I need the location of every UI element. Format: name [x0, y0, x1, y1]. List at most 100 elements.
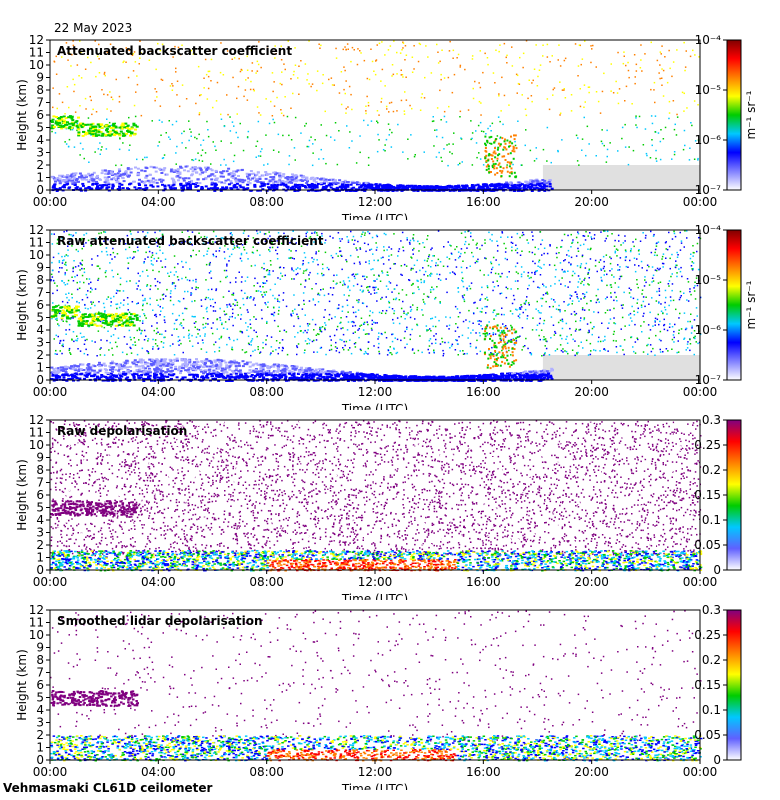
colorbar-tick-label: 0.05: [694, 728, 721, 742]
x-tick-label: 16:00: [466, 765, 501, 779]
colorbar-tick-label: 0.2: [702, 653, 721, 667]
y-tick-label: 3: [36, 716, 44, 730]
colorbar-tick-label: 10⁻⁶: [695, 133, 722, 147]
y-tick-label: 6: [36, 488, 44, 502]
y-tick-label: 12: [29, 413, 44, 427]
y-tick-label: 5: [36, 691, 44, 705]
colorbar-tick-label: 10⁻⁷: [695, 183, 722, 197]
chart-panel-1: Attenuated backscatter coefficient012345…: [15, 33, 758, 220]
y-tick-label: 2: [36, 158, 44, 172]
colorbar-tick-label: 0: [713, 753, 721, 767]
x-axis-label: Time (UTC): [341, 212, 408, 220]
x-tick-label: 12:00: [358, 765, 393, 779]
chart-panel-2: Raw attenuated backscatter coefficient01…: [15, 223, 758, 410]
y-axis-label: Height (km): [15, 649, 29, 720]
y-tick-label: 6: [36, 298, 44, 312]
heatmap-plot: [49, 229, 702, 382]
y-tick-label: 7: [36, 666, 44, 680]
x-tick-label: 20:00: [574, 765, 609, 779]
y-tick-label: 9: [36, 451, 44, 465]
x-tick-label: 20:00: [574, 195, 609, 209]
y-tick-label: 1: [36, 551, 44, 565]
colorbar: 0 0.05 0.1 0.15 0.2 0.25 0.3: [694, 603, 742, 767]
y-tick-label: 12: [29, 603, 44, 617]
colorbar-unit-label: m⁻¹ sr⁻¹: [744, 90, 758, 139]
y-tick-label: 5: [36, 311, 44, 325]
y-tick-label: 1: [36, 171, 44, 185]
y-tick-label: 7: [36, 286, 44, 300]
x-tick-label: 00:00: [683, 765, 718, 779]
colorbar-tick-label: 0.3: [702, 603, 721, 617]
x-tick-label: 12:00: [358, 385, 393, 399]
colorbar-tick-label: 0.15: [694, 678, 721, 692]
x-tick-label: 00:00: [683, 575, 718, 589]
y-tick-label: 0: [36, 753, 44, 767]
y-tick-label: 0: [36, 563, 44, 577]
y-tick-label: 5: [36, 121, 44, 135]
chart-title: Attenuated backscatter coefficient: [57, 44, 292, 58]
y-tick-label: 12: [29, 33, 44, 47]
x-tick-label: 00:00: [33, 765, 68, 779]
chart-title: Smoothed lidar depolarisation: [57, 614, 263, 628]
y-tick-label: 3: [36, 336, 44, 350]
x-tick-label: 00:00: [683, 385, 718, 399]
colorbar-tick-label: 0.2: [702, 463, 721, 477]
x-axis-label: Time (UTC): [341, 402, 408, 410]
y-tick-label: 9: [36, 261, 44, 275]
x-tick-label: 08:00: [249, 385, 284, 399]
x-tick-label: 00:00: [33, 195, 68, 209]
chart-title: Raw attenuated backscatter coefficient: [57, 234, 324, 248]
colorbar-tick-label: 0.1: [702, 513, 721, 527]
y-tick-label: 11: [29, 426, 44, 440]
y-tick-label: 9: [36, 641, 44, 655]
y-tick-label: 7: [36, 476, 44, 490]
heatmap-plot: [49, 419, 703, 572]
x-tick-label: 20:00: [574, 385, 609, 399]
y-tick-label: 6: [36, 108, 44, 122]
x-tick-label: 16:00: [466, 575, 501, 589]
colorbar-tick-label: 0.3: [702, 413, 721, 427]
instrument-label: Vehmasmaki CL61D ceilometer: [3, 781, 213, 795]
y-tick-label: 9: [36, 71, 44, 85]
y-tick-label: 1: [36, 741, 44, 755]
chart-title: Raw depolarisation: [57, 424, 187, 438]
x-tick-label: 08:00: [249, 765, 284, 779]
y-tick-label: 7: [36, 96, 44, 110]
y-axis-label: Height (km): [15, 459, 29, 530]
y-tick-label: 1: [36, 361, 44, 375]
x-tick-label: 00:00: [33, 385, 68, 399]
x-tick-label: 04:00: [141, 765, 176, 779]
x-tick-label: 12:00: [358, 575, 393, 589]
y-tick-label: 4: [36, 323, 44, 337]
colorbar-tick-label: 10⁻⁵: [695, 273, 722, 287]
colorbar-tick-label: 0: [713, 563, 721, 577]
x-tick-label: 20:00: [574, 575, 609, 589]
colorbar-tick-label: 0.15: [694, 488, 721, 502]
x-tick-label: 04:00: [141, 195, 176, 209]
y-tick-label: 10: [29, 628, 44, 642]
y-tick-label: 2: [36, 728, 44, 742]
x-tick-label: 16:00: [466, 385, 501, 399]
y-tick-label: 4: [36, 703, 44, 717]
y-tick-label: 8: [36, 653, 44, 667]
y-tick-label: 12: [29, 223, 44, 237]
y-tick-label: 8: [36, 463, 44, 477]
chart-panel-4: Smoothed lidar depolarisation01234567891…: [15, 603, 742, 790]
x-tick-label: 00:00: [33, 575, 68, 589]
x-tick-label: 00:00: [683, 195, 718, 209]
x-axis-label: Time (UTC): [341, 592, 408, 600]
y-tick-label: 4: [36, 133, 44, 147]
colorbar: 10⁻⁷ 10⁻⁶ 10⁻⁵ 10⁻⁴ m⁻¹ sr⁻¹: [695, 223, 758, 387]
x-axis-label: Time (UTC): [341, 782, 408, 790]
colorbar: 0 0.05 0.1 0.15 0.2 0.25 0.3: [694, 413, 742, 577]
x-tick-label: 08:00: [249, 195, 284, 209]
y-tick-label: 11: [29, 46, 44, 60]
x-tick-label: 04:00: [141, 575, 176, 589]
y-tick-label: 0: [36, 373, 44, 387]
heatmap-plot: [49, 39, 701, 192]
colorbar-tick-label: 10⁻⁴: [695, 223, 722, 237]
x-tick-label: 12:00: [358, 195, 393, 209]
colorbar-tick-label: 0.25: [694, 438, 721, 452]
y-tick-label: 10: [29, 248, 44, 262]
